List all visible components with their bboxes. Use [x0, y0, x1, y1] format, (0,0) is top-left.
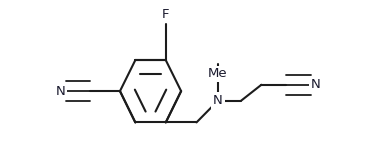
Text: F: F — [162, 8, 170, 21]
Text: N: N — [213, 94, 223, 107]
Text: Me: Me — [208, 67, 228, 80]
Text: N: N — [310, 78, 320, 91]
Text: N: N — [56, 85, 66, 98]
